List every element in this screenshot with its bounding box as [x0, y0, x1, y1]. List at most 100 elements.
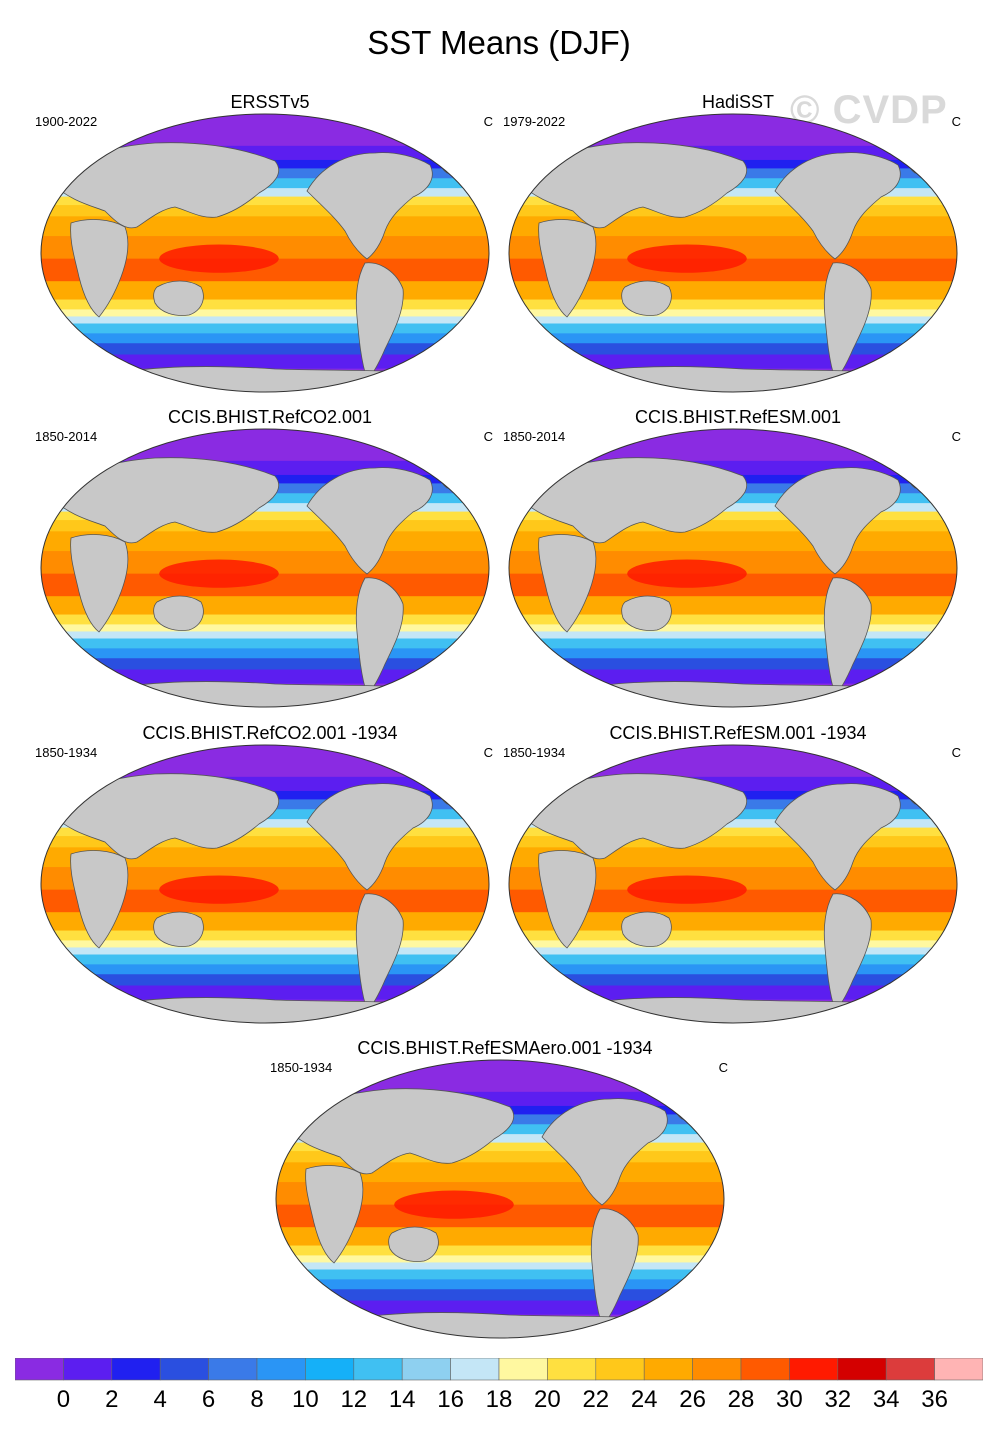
panel-period: 1900-2022	[35, 114, 98, 129]
north-america-landmass	[306, 467, 433, 575]
sst-map	[508, 113, 958, 393]
sst-band	[509, 196, 957, 206]
sst-band	[509, 631, 957, 639]
sst-band	[276, 1255, 724, 1263]
panel-unit: C	[483, 429, 493, 444]
map-border	[508, 113, 958, 393]
sst-band	[509, 520, 957, 532]
panel-title: CCIS.BHIST.RefCO2.001	[167, 407, 373, 427]
sst-band	[276, 1142, 724, 1152]
colorbar-tick-label: 24	[630, 1386, 658, 1413]
sst-band	[41, 205, 489, 217]
colorbar-swatch	[643, 1358, 693, 1381]
colorbar-swatch	[595, 1358, 645, 1381]
sst-band	[41, 930, 489, 941]
sst-band	[509, 638, 957, 649]
africa-landmass	[538, 850, 597, 949]
sst-band	[41, 985, 489, 1001]
sst-band	[41, 947, 489, 955]
sst-band	[41, 323, 489, 334]
colorbar-tick-label: 22	[582, 1386, 610, 1413]
africa-landmass	[305, 1165, 364, 1264]
map-border	[40, 113, 490, 393]
colorbar-tick-label: 4	[153, 1386, 167, 1413]
panel-period: 1850-1934	[270, 1060, 333, 1075]
sst-band	[509, 309, 957, 317]
sst-band	[509, 316, 957, 324]
sst-band	[41, 827, 489, 837]
sst-band	[276, 1245, 724, 1256]
eurasia-landmass	[518, 457, 748, 544]
colorbar-tick-label: 30	[776, 1386, 803, 1413]
north-america-landmass	[774, 152, 901, 260]
sst-band	[41, 964, 489, 975]
colorbar	[15, 1358, 983, 1381]
sst-band	[41, 343, 489, 356]
africa-landmass	[70, 534, 129, 633]
sst-band	[509, 188, 957, 198]
map-panel: CCIS.BHIST.RefCO2.001 -1934 1850-1934 C	[35, 723, 505, 1024]
panel-unit: C	[718, 1060, 728, 1075]
australia-landmass	[153, 911, 204, 947]
colorbar-tick-label: 8	[250, 1386, 264, 1413]
sst-band	[276, 1262, 724, 1270]
sst-band	[41, 648, 489, 659]
sst-band	[509, 299, 957, 310]
africa-landmass	[70, 850, 129, 949]
south-america-landmass	[355, 262, 404, 380]
sst-band	[41, 836, 489, 848]
sst-band	[509, 114, 957, 147]
sst-band	[41, 114, 489, 147]
colorbar-tick-label: 18	[485, 1386, 513, 1413]
colorbar-swatch	[401, 1358, 451, 1381]
colorbar-tick-label: 16	[437, 1386, 464, 1413]
sst-band	[509, 624, 957, 632]
australia-landmass	[621, 595, 672, 631]
sst-band	[276, 1289, 724, 1302]
panel-unit: C	[951, 745, 961, 760]
warm-pool	[627, 559, 747, 588]
sst-band	[509, 964, 957, 975]
colorbar-tick-label: 12	[340, 1386, 368, 1413]
warm-pool	[159, 244, 279, 273]
colorbar-swatch	[256, 1358, 306, 1381]
sst-band	[509, 669, 957, 685]
eurasia-landmass	[285, 1088, 515, 1175]
sst-band	[41, 520, 489, 532]
colorbar-swatch	[789, 1358, 839, 1381]
colorbar-swatch	[305, 1358, 355, 1381]
sst-band	[41, 354, 489, 370]
sst-band	[41, 196, 489, 206]
eurasia-landmass	[50, 142, 280, 229]
map-panel: HadiSST 1979-2022 C	[503, 92, 973, 393]
warm-pool	[627, 875, 747, 904]
sst-band	[509, 827, 957, 837]
colorbar-swatch	[15, 1358, 64, 1381]
sst-band	[276, 1060, 724, 1093]
map-border	[508, 744, 958, 1024]
colorbar-tick-label: 6	[201, 1386, 216, 1413]
sst-map	[40, 113, 490, 393]
panel-title: CCIS.BHIST.RefESM.001	[634, 407, 842, 427]
sst-band	[41, 614, 489, 625]
sst-band	[41, 188, 489, 198]
colorbar-tick-label: 34	[872, 1386, 900, 1413]
panel-period: 1850-1934	[35, 745, 98, 760]
sst-band	[509, 429, 957, 462]
sst-band	[509, 503, 957, 513]
panel-title: CCIS.BHIST.RefCO2.001 -1934	[142, 723, 398, 743]
south-america-landmass	[823, 577, 872, 695]
colorbar-swatch	[692, 1358, 742, 1381]
australia-landmass	[153, 280, 204, 316]
north-america-landmass	[774, 783, 901, 891]
sst-band	[41, 429, 489, 462]
sst-band	[509, 343, 957, 356]
africa-landmass	[70, 219, 129, 318]
sst-band	[509, 333, 957, 344]
sst-band	[509, 974, 957, 987]
sst-band	[509, 819, 957, 829]
north-america-landmass	[541, 1098, 668, 1206]
north-america-landmass	[306, 783, 433, 891]
south-america-landmass	[355, 893, 404, 1011]
sst-band	[41, 624, 489, 632]
